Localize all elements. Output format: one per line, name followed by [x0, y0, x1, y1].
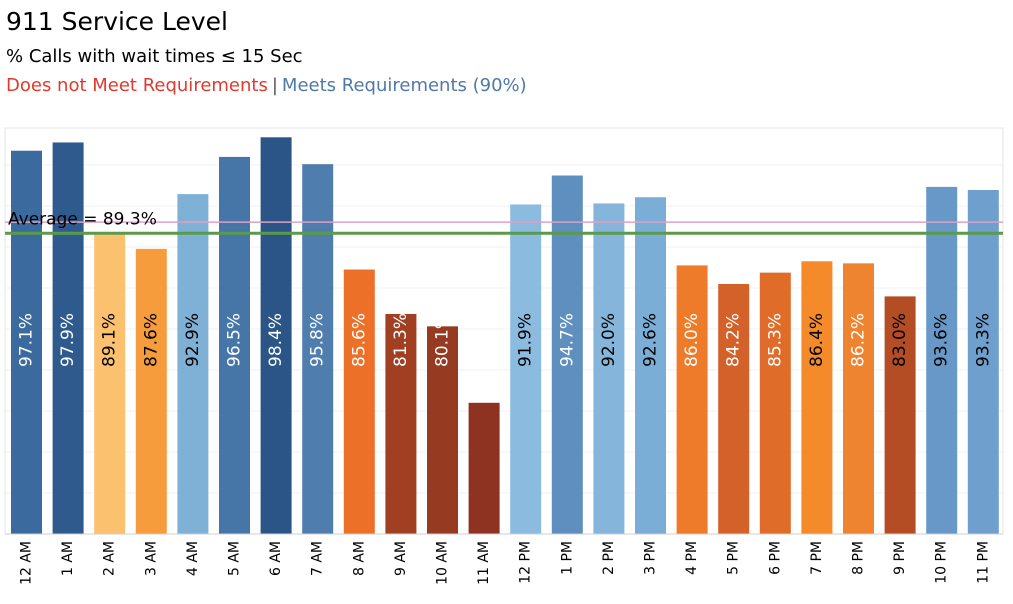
x-tick-label: 11 PM	[975, 541, 991, 584]
x-tick-label: 8 AM	[351, 541, 367, 576]
bar	[11, 150, 42, 535]
x-tick-label: 8 PM	[851, 541, 867, 575]
bar	[593, 203, 625, 534]
bar	[219, 156, 250, 534]
data-label: 92.0%	[599, 313, 619, 367]
bar	[926, 186, 958, 534]
chart-subtitle: % Calls with wait times ≤ 15 Sec	[6, 46, 303, 67]
data-label: 97.1%	[17, 313, 37, 367]
bar	[52, 142, 84, 534]
data-label: 86.2%	[849, 313, 869, 367]
bar	[135, 248, 167, 534]
data-label: 87.6%	[141, 313, 161, 367]
bar	[635, 197, 666, 534]
x-tick-label: 11 AM	[476, 541, 492, 585]
data-label: 72.7%	[474, 313, 494, 367]
data-label: 97.9%	[58, 313, 78, 367]
data-label: 93.6%	[932, 313, 952, 367]
color-legend: Does not Meet Requirements | Meets Require…	[6, 73, 527, 99]
bar	[759, 272, 791, 534]
legend-fail-label: Does not Meet Requirements	[6, 75, 268, 96]
data-label: 86.4%	[807, 313, 827, 367]
legend-pass-label: Meets Requirements (90%)	[281, 75, 527, 96]
bar	[427, 326, 458, 534]
bar	[551, 175, 583, 535]
data-label: 95.8%	[308, 313, 328, 367]
x-tick-label: 10 AM	[435, 541, 451, 585]
data-label: 94.7%	[557, 313, 577, 367]
x-tick-label: 1 AM	[60, 541, 76, 576]
data-label: 84.2%	[724, 313, 744, 367]
data-label: 93.3%	[973, 313, 993, 367]
x-tick-label: 2 AM	[102, 541, 118, 576]
bar	[302, 164, 334, 534]
data-label: 96.5%	[225, 313, 245, 367]
x-tick-label: 4 PM	[684, 541, 700, 575]
x-tick-label: 12 PM	[518, 541, 534, 584]
x-tick-label: 6 PM	[767, 541, 783, 575]
bar	[676, 265, 708, 534]
bar	[510, 204, 542, 535]
data-label: 92.6%	[641, 313, 661, 367]
data-label: 83.0%	[890, 313, 910, 367]
x-tick-label: 9 PM	[892, 541, 908, 575]
data-label: 92.9%	[183, 313, 203, 367]
x-tick-label: 4 AM	[185, 541, 201, 576]
x-tick-label: 2 PM	[601, 541, 617, 575]
x-tick-label: 10 PM	[934, 541, 950, 584]
bar	[468, 402, 500, 534]
data-label: 81.3%	[391, 313, 411, 367]
bar	[385, 313, 417, 534]
bar	[260, 137, 292, 534]
x-tick-label: 7 PM	[809, 541, 825, 575]
x-tick-label: 12 AM	[19, 541, 35, 585]
average-label: Average = 89.3%	[8, 209, 157, 229]
x-tick-label: 7 AM	[310, 541, 326, 576]
bar	[967, 189, 999, 534]
x-tick-label: 3 PM	[643, 541, 659, 575]
x-tick-label: 5 PM	[726, 541, 742, 575]
bar	[94, 233, 126, 535]
data-label: 85.3%	[765, 313, 785, 367]
bar	[177, 194, 209, 534]
data-label: 86.0%	[682, 313, 702, 367]
x-tick-label: 6 AM	[268, 541, 284, 576]
bar	[343, 269, 375, 534]
x-tick-label: 9 AM	[393, 541, 409, 576]
x-tick-label: 3 AM	[143, 541, 159, 576]
data-label: 80.1%	[433, 313, 453, 367]
chart-title: 911 Service Level	[6, 7, 228, 36]
bar	[801, 261, 833, 534]
x-tick-label: 5 AM	[227, 541, 243, 576]
bar	[843, 263, 874, 534]
data-label: 91.9%	[516, 313, 536, 367]
data-label: 89.1%	[100, 313, 120, 367]
bar	[718, 283, 750, 534]
legend-separator: |	[271, 75, 278, 96]
x-tick-label: 1 PM	[559, 541, 575, 575]
data-label: 98.4%	[266, 313, 286, 367]
bar	[884, 296, 916, 534]
data-label: 85.6%	[349, 313, 369, 367]
